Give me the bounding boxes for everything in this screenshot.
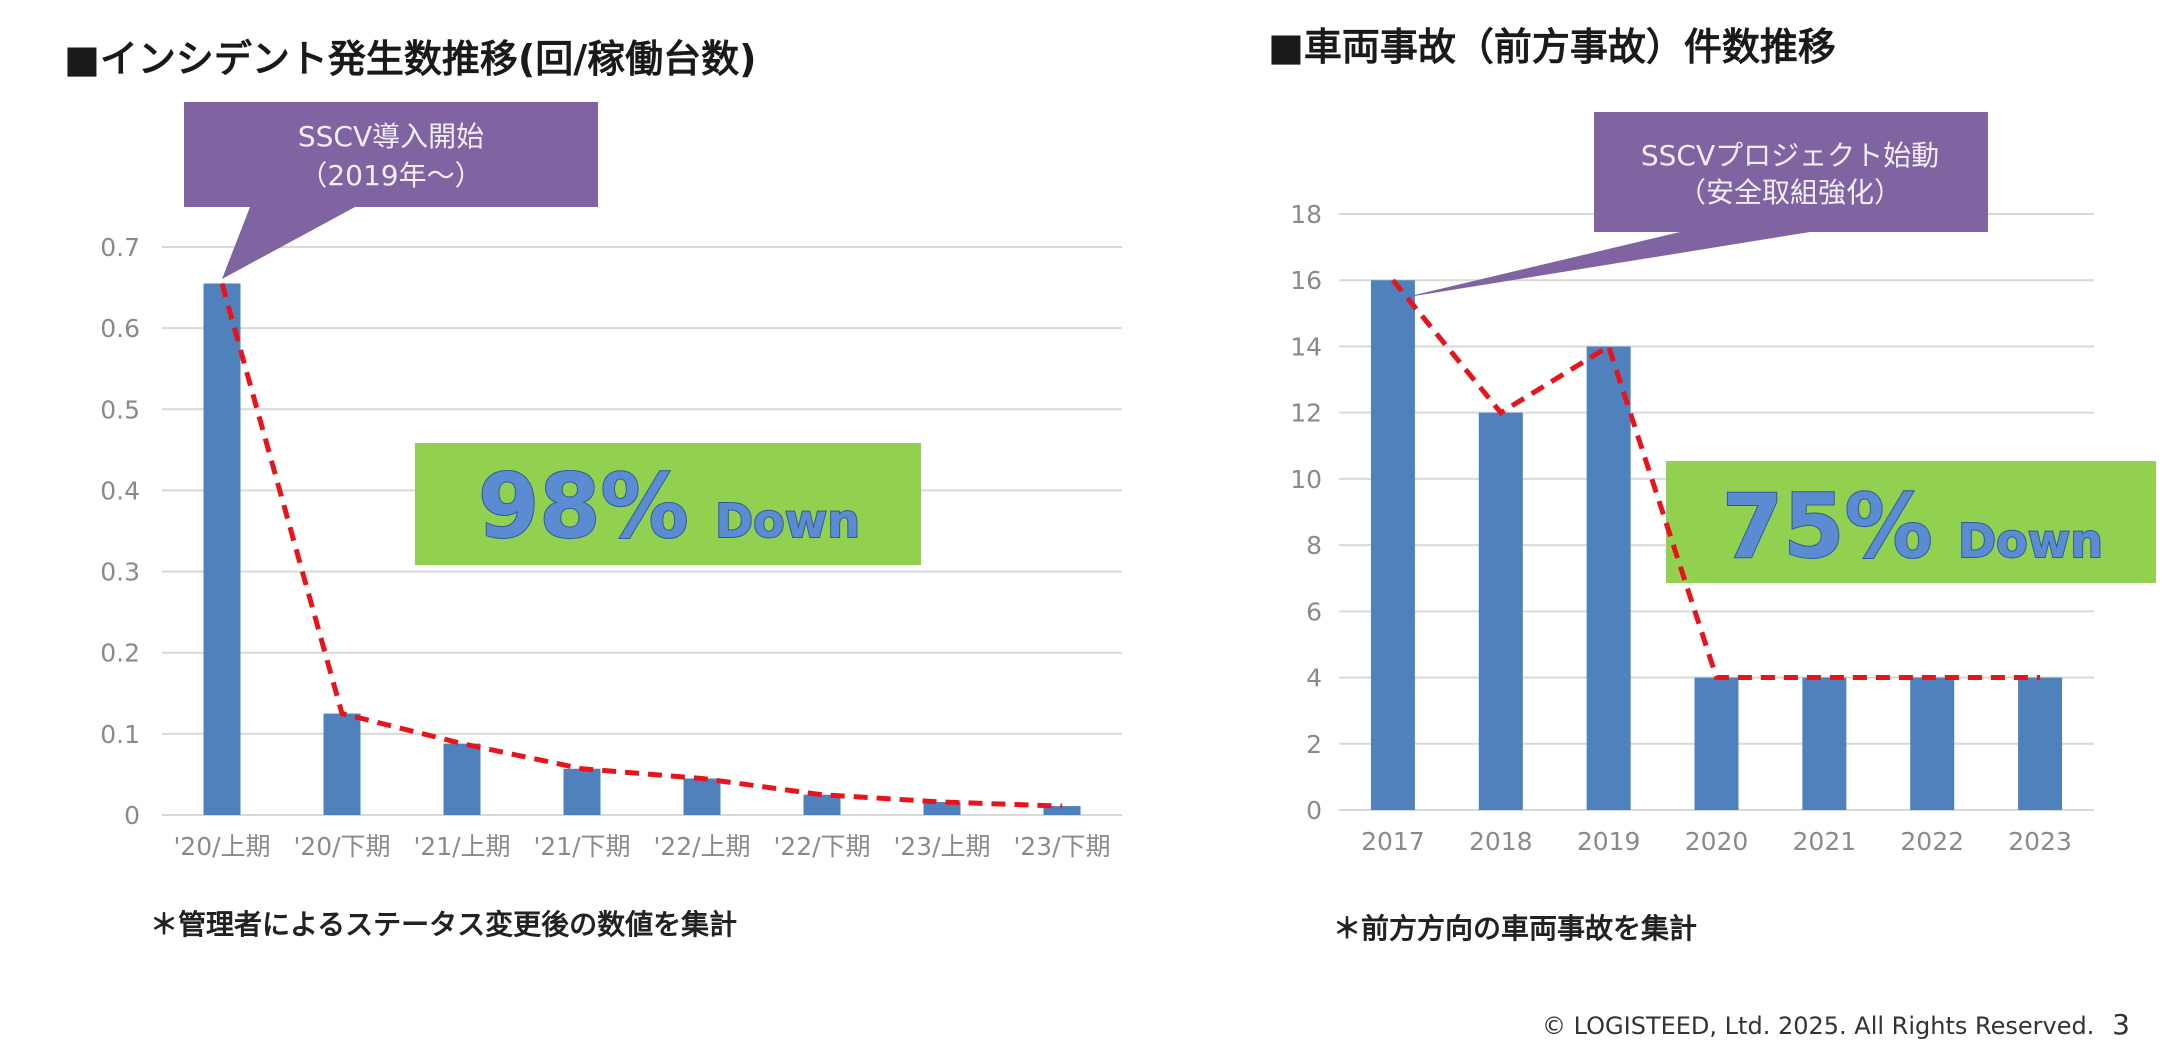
right-footnote: ＊前方方向の車両事故を集計	[1333, 912, 1697, 945]
left-trend-line	[219, 282, 1063, 809]
right-badge-box	[1666, 461, 2156, 583]
left-y-axis: 0 0.1 0.2 0.3 0.4 0.5 0.6 0.7	[100, 233, 140, 830]
left-bar	[203, 283, 241, 815]
right-bars	[1370, 280, 2063, 810]
left-badge-percent: 98%	[478, 455, 689, 558]
right-y-tick-label: 2	[1306, 730, 1322, 759]
right-y-tick-label: 8	[1306, 531, 1322, 560]
right-bar	[1910, 677, 1955, 810]
left-reduction-badge: 98% Down	[415, 443, 921, 565]
right-y-tick-label: 10	[1290, 465, 1322, 494]
right-x-tick-label: 2018	[1469, 827, 1533, 856]
left-y-tick-label: 0.6	[100, 314, 140, 343]
left-callout-shape	[184, 102, 598, 279]
left-badge-word: Down	[715, 494, 860, 548]
right-reduction-badge: 75% Down	[1666, 461, 2156, 583]
right-callout-line2: （安全取組強化）	[1678, 176, 1902, 209]
right-bar	[1370, 280, 1415, 810]
left-bar	[683, 778, 721, 815]
right-chart-title: ■車両事故（前方事故）件数推移	[1268, 25, 1836, 69]
left-y-tick-label: 0.5	[100, 395, 140, 424]
right-badge-word: Down	[1958, 514, 2103, 568]
left-bar	[563, 768, 601, 815]
left-x-tick-label: '20/下期	[293, 832, 390, 861]
left-y-tick-label: 0.2	[100, 639, 140, 668]
right-y-axis: 0 2 4 6 8 10 12 14 16 18	[1290, 200, 1322, 825]
copyright: © LOGISTEED, Ltd. 2025. All Rights Reser…	[1542, 1012, 2094, 1040]
right-y-tick-label: 16	[1290, 266, 1322, 295]
right-y-tick-label: 4	[1306, 664, 1322, 693]
left-x-tick-label: '22/上期	[653, 832, 750, 861]
left-x-tick-label: '23/下期	[1013, 832, 1110, 861]
left-bar	[443, 743, 481, 815]
left-callout-line2: （2019年～）	[299, 159, 482, 192]
right-bar	[1586, 346, 1631, 810]
left-callout-line1: SSCV導入開始	[298, 120, 484, 153]
left-x-tick-label: '21/下期	[533, 832, 630, 861]
right-x-tick-label: 2022	[1900, 827, 1964, 856]
right-x-axis: 2017 2018 2019 2020 2021 2022 2023	[1361, 827, 2072, 856]
right-callout-shape	[1402, 112, 1988, 298]
right-bar	[1802, 677, 1847, 810]
left-x-tick-label: '20/上期	[173, 832, 270, 861]
left-bar	[803, 794, 841, 815]
left-y-tick-label: 0.7	[100, 233, 140, 262]
left-x-axis: '20/上期 '20/下期 '21/上期 '21/下期 '22/上期 '22/下期 '23/…	[173, 832, 1110, 861]
right-bar	[2018, 677, 2063, 810]
left-badge-box	[415, 443, 921, 565]
right-badge-percent: 75%	[1722, 475, 1933, 578]
left-x-tick-label: '22/下期	[773, 832, 870, 861]
right-bar	[1478, 412, 1523, 810]
right-y-tick-label: 14	[1290, 332, 1322, 361]
left-bar	[923, 802, 961, 815]
right-callout-line1: SSCVプロジェクト始動	[1641, 139, 1939, 172]
left-x-tick-label: '21/上期	[413, 832, 510, 861]
right-x-tick-label: 2020	[1685, 827, 1749, 856]
right-x-tick-label: 2019	[1577, 827, 1641, 856]
right-x-tick-label: 2023	[2008, 827, 2072, 856]
left-y-tick-label: 0.3	[100, 558, 140, 587]
right-y-tick-label: 12	[1290, 399, 1322, 428]
left-bar	[1043, 806, 1081, 815]
right-bar	[1694, 677, 1739, 810]
left-callout: SSCV導入開始 （2019年～）	[184, 102, 598, 279]
page-number: 3	[2112, 1008, 2130, 1041]
right-x-tick-label: 2017	[1361, 827, 1425, 856]
left-chart-title: ■インシデント発生数推移(回/稼働台数)	[64, 37, 757, 81]
left-y-tick-label: 0.1	[100, 720, 140, 749]
right-x-tick-label: 2021	[1793, 827, 1857, 856]
left-y-tick-label: 0	[124, 801, 140, 830]
right-y-tick-label: 18	[1290, 200, 1322, 229]
right-callout: SSCVプロジェクト始動 （安全取組強化）	[1402, 112, 1988, 298]
left-bars	[203, 283, 1081, 815]
right-y-tick-label: 0	[1306, 796, 1322, 825]
left-y-tick-label: 0.4	[100, 476, 140, 505]
left-footnote: ＊管理者によるステータス変更後の数値を集計	[150, 908, 737, 941]
right-trend-line	[1390, 278, 2041, 681]
right-y-tick-label: 6	[1306, 597, 1322, 626]
left-bar	[323, 713, 361, 815]
left-x-tick-label: '23/上期	[893, 832, 990, 861]
